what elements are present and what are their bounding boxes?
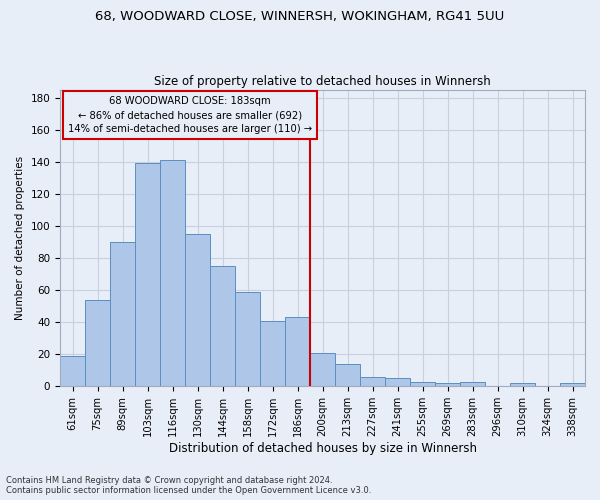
Bar — [210, 266, 235, 386]
Bar — [110, 242, 135, 386]
Y-axis label: Number of detached properties: Number of detached properties — [15, 156, 25, 320]
Bar — [135, 164, 160, 386]
Bar — [510, 383, 535, 386]
Bar — [185, 234, 210, 386]
Bar — [460, 382, 485, 386]
Text: Contains HM Land Registry data © Crown copyright and database right 2024.
Contai: Contains HM Land Registry data © Crown c… — [6, 476, 371, 495]
Bar — [335, 364, 360, 386]
Text: 68 WOODWARD CLOSE: 183sqm
← 86% of detached houses are smaller (692)
14% of semi: 68 WOODWARD CLOSE: 183sqm ← 86% of detac… — [68, 96, 312, 134]
Bar — [285, 318, 310, 386]
Bar — [235, 292, 260, 386]
Bar — [60, 356, 85, 386]
Bar — [360, 376, 385, 386]
Bar — [160, 160, 185, 386]
Bar — [85, 300, 110, 386]
Bar — [310, 352, 335, 386]
Text: 68, WOODWARD CLOSE, WINNERSH, WOKINGHAM, RG41 5UU: 68, WOODWARD CLOSE, WINNERSH, WOKINGHAM,… — [95, 10, 505, 23]
Bar — [560, 383, 585, 386]
Bar — [435, 383, 460, 386]
Title: Size of property relative to detached houses in Winnersh: Size of property relative to detached ho… — [154, 76, 491, 88]
Bar — [385, 378, 410, 386]
Bar — [410, 382, 435, 386]
X-axis label: Distribution of detached houses by size in Winnersh: Distribution of detached houses by size … — [169, 442, 476, 455]
Bar — [260, 320, 285, 386]
